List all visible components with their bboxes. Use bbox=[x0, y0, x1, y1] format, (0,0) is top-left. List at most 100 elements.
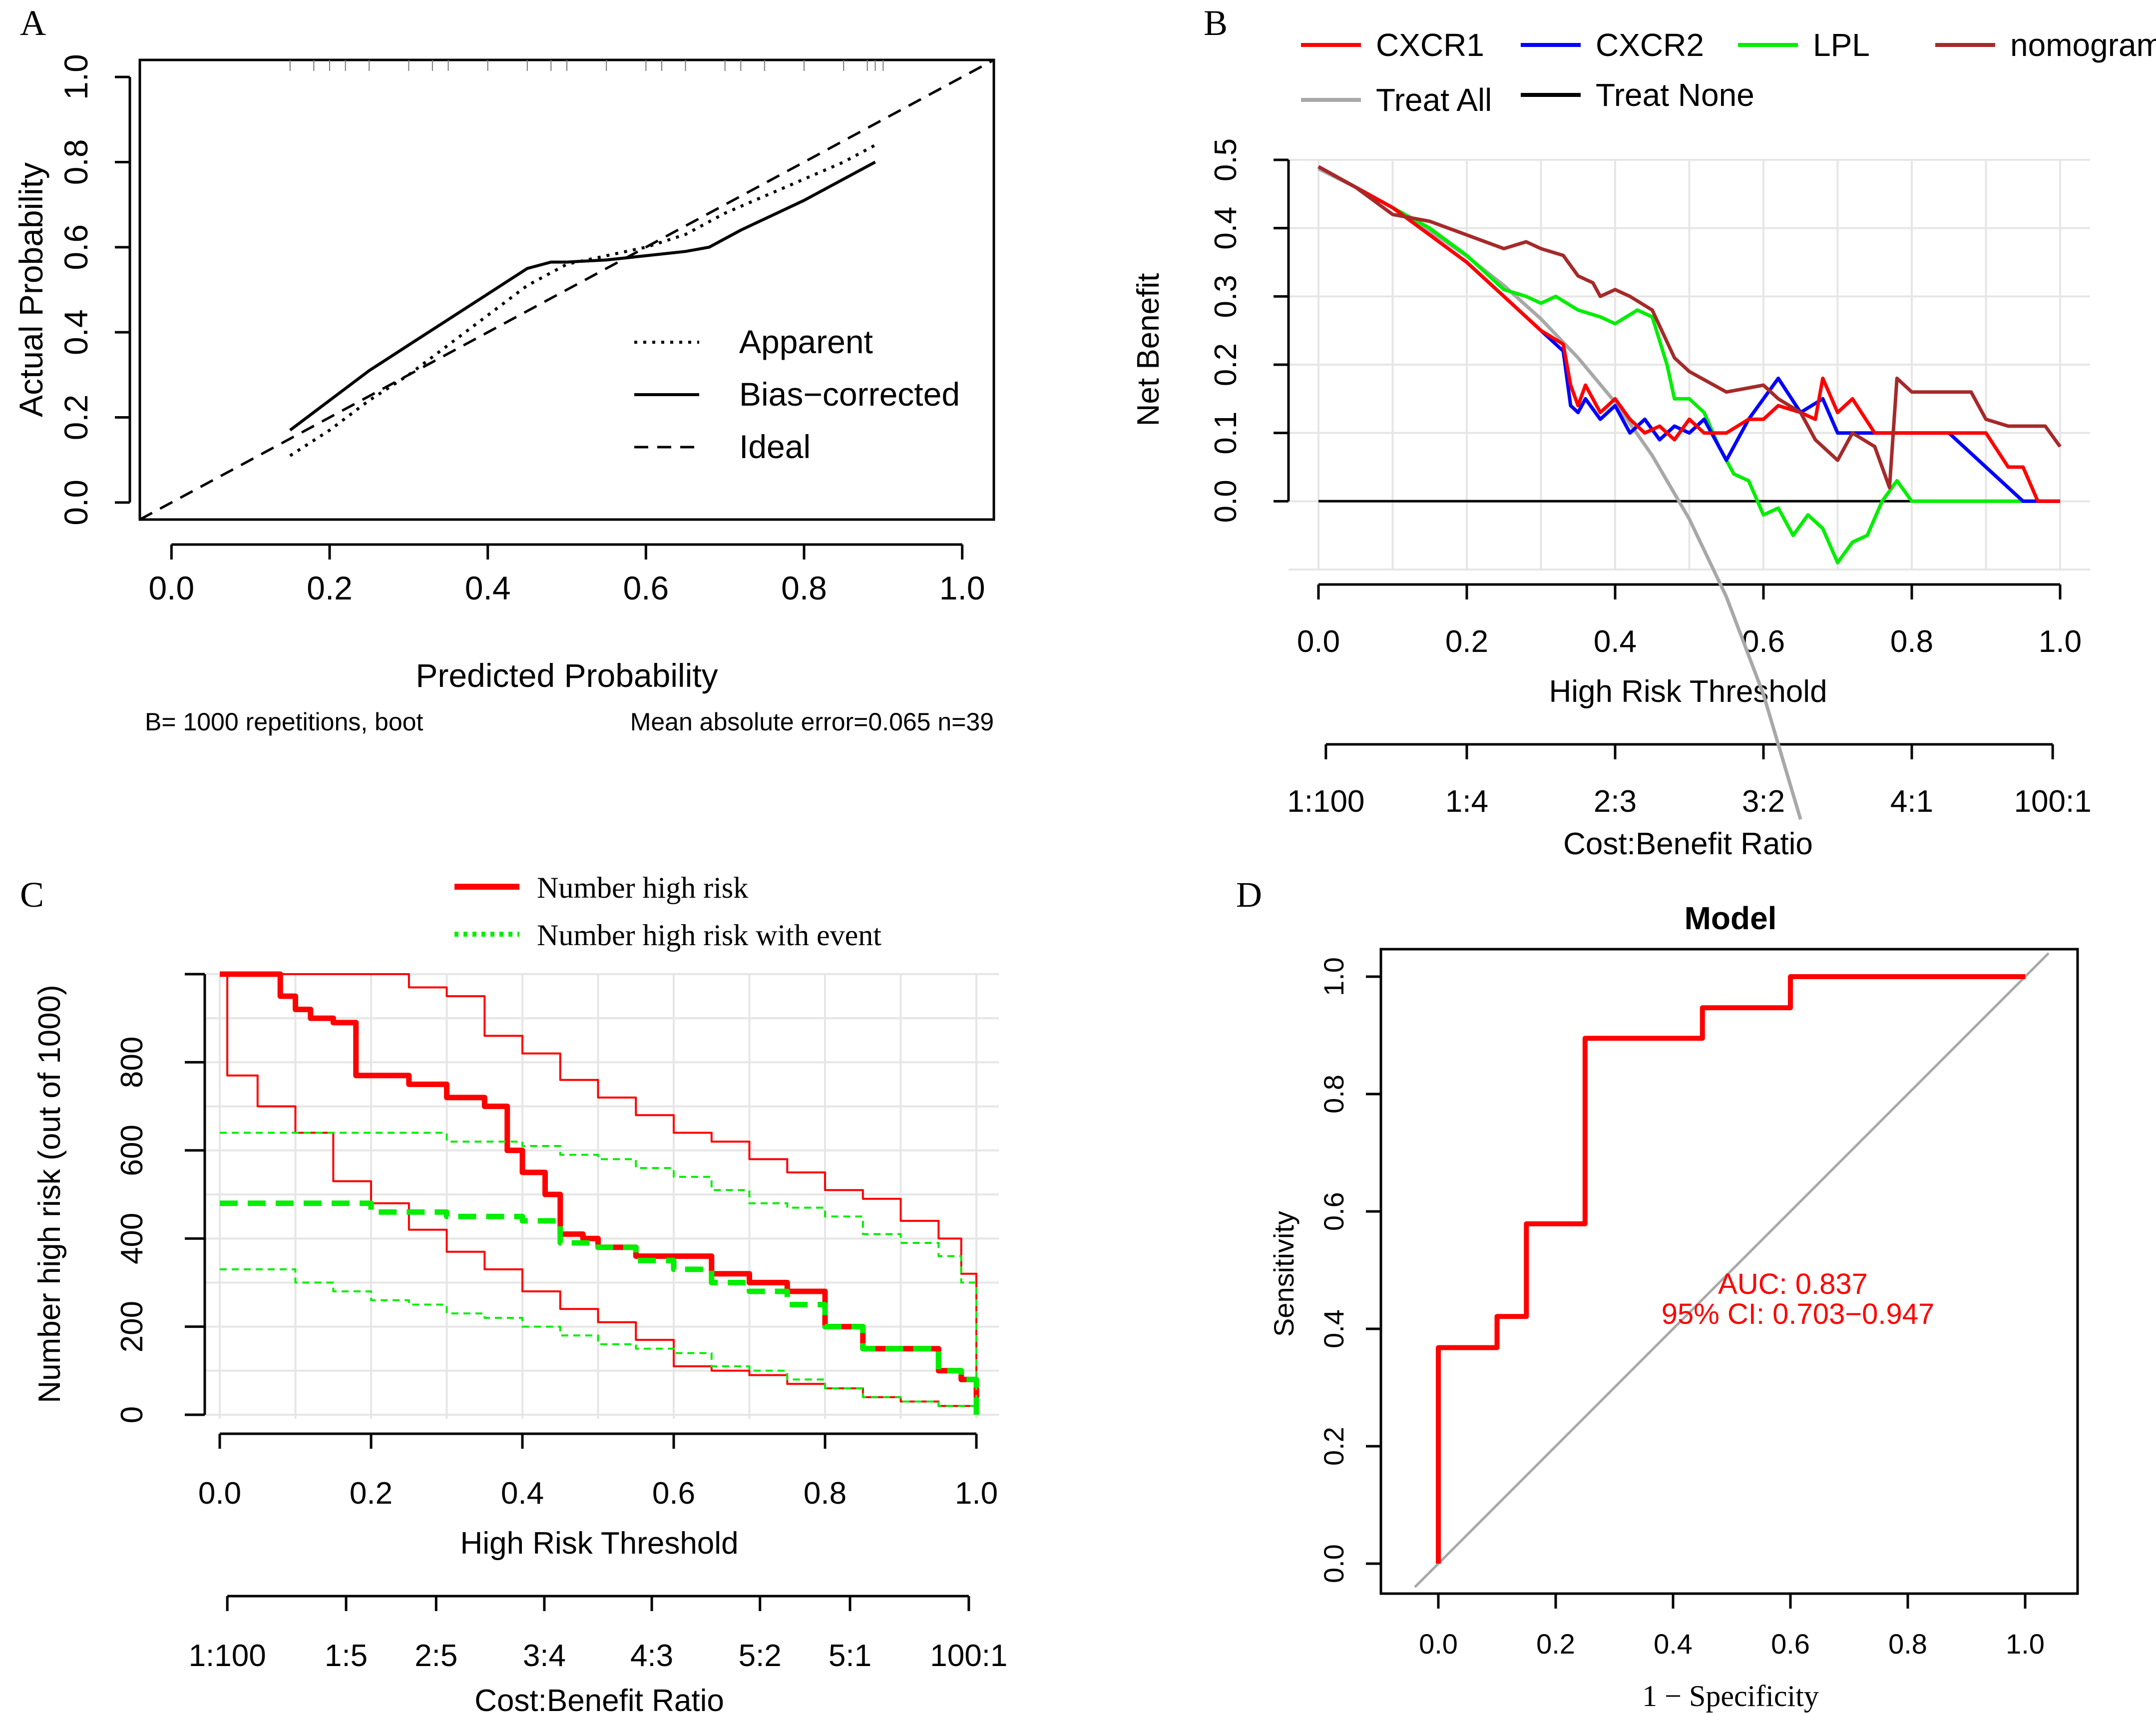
x2-tick-label: 3:2 bbox=[1742, 784, 1785, 819]
y-axis-title: Net Benefit bbox=[1131, 273, 1166, 427]
y-tick-label: 800 bbox=[115, 1037, 149, 1088]
x-tick-label: 0.8 bbox=[804, 1476, 847, 1511]
legend-label: Treat None bbox=[1596, 77, 1754, 113]
y-tick-label: 0.4 bbox=[1318, 1309, 1349, 1348]
x2-tick-label: 1:5 bbox=[325, 1639, 368, 1673]
x-axis-title: High Risk Threshold bbox=[460, 1526, 738, 1561]
x-tick-label: 1.0 bbox=[939, 570, 985, 606]
legend-label: Treat All bbox=[1376, 82, 1492, 118]
x-tick-label: 0.4 bbox=[465, 570, 511, 606]
x-tick-label: 0.4 bbox=[1594, 624, 1637, 659]
panel-label-c: C bbox=[20, 875, 44, 915]
y-tick-label: 0.4 bbox=[1209, 207, 1243, 250]
x-tick-label: 0.8 bbox=[1890, 624, 1933, 659]
legend-label: CXCR2 bbox=[1596, 27, 1704, 63]
x2-tick-label: 4:3 bbox=[630, 1639, 673, 1673]
footnote-left: B= 1000 repetitions, boot bbox=[145, 708, 423, 736]
roc-curve bbox=[1436, 974, 2025, 1564]
legend-label: Bias−corrected bbox=[739, 376, 960, 413]
legend-label: Apparent bbox=[739, 323, 873, 360]
x-tick-label: 0.4 bbox=[1654, 1628, 1693, 1660]
x-axis-title: High Risk Threshold bbox=[1549, 674, 1827, 709]
x2-tick-label: 100:1 bbox=[2014, 784, 2092, 819]
x-tick-label: 0.8 bbox=[781, 570, 827, 606]
x-tick-label: 0.0 bbox=[1297, 624, 1340, 659]
legend-label: Number high risk bbox=[537, 871, 748, 904]
x2-tick-label: 2:5 bbox=[415, 1639, 457, 1673]
series-line-3 bbox=[220, 1200, 979, 1415]
clinical-impact-chart: 0 200 400 600 800 Number high risk (out of 10… bbox=[32, 871, 1007, 1713]
series-line-treat-all bbox=[1317, 167, 1802, 820]
decision-curve-chart: 0.0 0.1 0.2 0.3 0.4 0.5 Net Benefit 0.0 0.2 0.4 0.… bbox=[1131, 27, 2156, 861]
legend-label: CXCR1 bbox=[1376, 27, 1484, 63]
x2-axis-title: Cost:Benefit Ratio bbox=[1563, 827, 1813, 861]
roc-chart: Model 0.0 0.2 0.4 0.6 0.8 1.0 Sensitivity 0.0 0.2… bbox=[1268, 900, 2079, 1713]
y-tick-label: 0.6 bbox=[57, 224, 94, 270]
y-tick-label: 0.8 bbox=[57, 139, 94, 185]
series-line-2 bbox=[139, 58, 995, 521]
x2-tick-label: 100:1 bbox=[930, 1639, 1007, 1673]
y-tick-label: 0.0 bbox=[1209, 480, 1243, 523]
y-tick-label: 400 bbox=[115, 1212, 149, 1264]
series-line-1 bbox=[289, 160, 876, 432]
x-tick-label: 0.6 bbox=[652, 1476, 695, 1511]
x2-tick-label: 1:4 bbox=[1445, 784, 1488, 819]
ci-annotation: 95% CI: 0.703−0.947 bbox=[1662, 1298, 1935, 1330]
reference-diagonal bbox=[1414, 952, 2050, 1588]
x-axis-title: Predicted Probability bbox=[416, 657, 718, 694]
panel-label-a: A bbox=[20, 3, 46, 43]
x-tick-label: 0.0 bbox=[1419, 1628, 1458, 1660]
x-axis-title: 1 − Specificity bbox=[1642, 1680, 1819, 1713]
y-tick-label: 0 bbox=[115, 1406, 149, 1423]
x-tick-label: 0.2 bbox=[307, 570, 353, 606]
y-tick-label: 1.0 bbox=[57, 54, 94, 100]
y-tick-label: 0.6 bbox=[1318, 1192, 1349, 1231]
x-tick-label: 0.2 bbox=[1445, 624, 1488, 659]
auc-annotation: AUC: 0.837 bbox=[1718, 1268, 1868, 1300]
legend-label: LPL bbox=[1813, 27, 1870, 63]
y-tick-label: 600 bbox=[115, 1125, 149, 1176]
x2-axis-title: Cost:Benefit Ratio bbox=[474, 1684, 724, 1713]
series-line-cxcr1 bbox=[1317, 165, 2060, 503]
y-tick-label: 200 bbox=[115, 1301, 149, 1352]
x-tick-label: 0.6 bbox=[1771, 1628, 1810, 1660]
y-tick-label: 0.0 bbox=[1318, 1544, 1349, 1583]
y-tick-label: 0.3 bbox=[1209, 275, 1243, 318]
y-tick-label: 0.1 bbox=[1209, 412, 1243, 455]
y-axis-title: Number high risk (out of 1000) bbox=[32, 985, 67, 1403]
x2-tick-label: 1:100 bbox=[189, 1639, 266, 1673]
x-tick-label: 0.4 bbox=[501, 1476, 544, 1511]
x-tick-label: 0.2 bbox=[1536, 1628, 1575, 1660]
legend-label: Ideal bbox=[739, 428, 811, 465]
x2-tick-label: 3:4 bbox=[523, 1639, 566, 1673]
x-tick-label: 1.0 bbox=[2006, 1628, 2045, 1660]
calibration-chart: 0.0 0.2 0.4 0.6 0.8 1.0 0.0 0.2 0.4 0.6 0.8 1.0 Pred… bbox=[12, 54, 995, 736]
y-tick-label: 0.4 bbox=[57, 309, 94, 355]
y-tick-label: 0.2 bbox=[1318, 1427, 1349, 1466]
x-tick-label: 0.6 bbox=[623, 570, 669, 606]
panel-label-d: D bbox=[1236, 875, 1262, 915]
footnote-right: Mean absolute error=0.065 n=39 bbox=[630, 708, 994, 736]
series-line-4 bbox=[220, 1132, 977, 1415]
x2-tick-label: 2:3 bbox=[1594, 784, 1637, 819]
x-tick-label: 1.0 bbox=[2039, 624, 2082, 659]
y-tick-label: 0.2 bbox=[57, 395, 94, 441]
y-axis-title: Sensitivity bbox=[1268, 1211, 1299, 1337]
x-tick-label: 0.0 bbox=[148, 570, 194, 606]
y-tick-label: 1.0 bbox=[1318, 957, 1349, 996]
panel-label-b: B bbox=[1204, 3, 1228, 43]
chart-title: Model bbox=[1685, 900, 1777, 936]
series-line-1 bbox=[220, 973, 977, 1415]
y-tick-label: 0.8 bbox=[1318, 1075, 1349, 1114]
y-tick-label: 0.5 bbox=[1209, 138, 1243, 181]
x2-tick-label: 1:100 bbox=[1287, 784, 1364, 819]
series-line-0 bbox=[220, 971, 979, 1415]
series-line-5 bbox=[220, 1268, 977, 1415]
y-axis-title: Actual Probability bbox=[12, 162, 49, 417]
x2-tick-label: 5:2 bbox=[739, 1639, 782, 1673]
x-tick-label: 0.8 bbox=[1888, 1628, 1927, 1660]
x-tick-label: 1.0 bbox=[955, 1476, 998, 1511]
y-tick-label: 0.2 bbox=[1209, 343, 1243, 386]
x-tick-label: 0.2 bbox=[350, 1476, 393, 1511]
